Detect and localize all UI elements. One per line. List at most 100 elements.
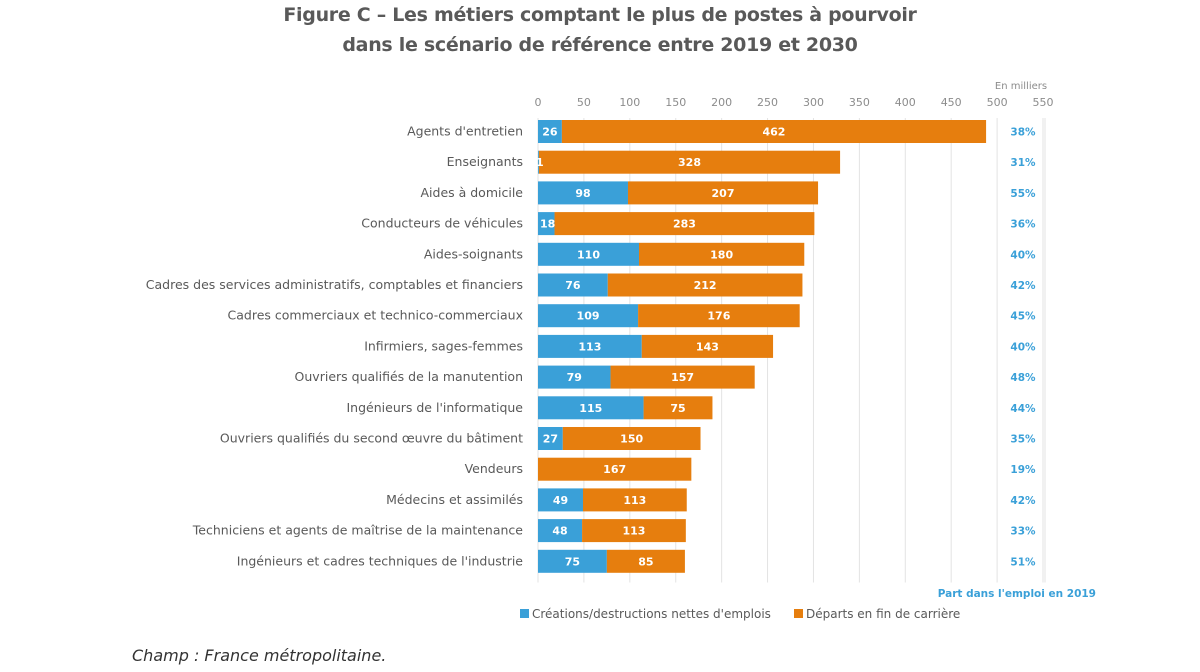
bar-net-creations [538, 549, 607, 573]
bar-label-net-creations: 109 [577, 310, 600, 323]
bar-label-net-creations: 113 [578, 340, 601, 353]
chart-title-line2: dans le scénario de référence entre 2019… [342, 34, 858, 56]
share-value: 51% [1010, 556, 1036, 568]
bar-label-retirements: 180 [710, 248, 733, 261]
bar-label-retirements: 75 [670, 402, 685, 415]
share-column-title: Part dans l'emploi en 2019 [938, 588, 1096, 600]
share-value: 42% [1010, 280, 1036, 292]
bar-label-retirements: 113 [623, 494, 646, 507]
share-value: 45% [1010, 311, 1036, 323]
bar-label-retirements: 328 [678, 156, 701, 169]
chart-title-line1: Figure C – Les métiers comptant le plus … [283, 4, 917, 26]
bar-net-creations [538, 273, 608, 297]
bar-retirements [582, 519, 686, 543]
x-tick-label: 350 [849, 96, 870, 109]
bar-retirements [606, 549, 685, 573]
bar-net-creations [538, 334, 642, 358]
bar-net-creations [538, 488, 583, 512]
bar-net-creations [538, 181, 628, 205]
bar-retirements [643, 396, 713, 420]
bar-net-creations [538, 150, 539, 174]
bar-label-retirements: 85 [638, 555, 653, 568]
category-label: Agents d'entretien [407, 124, 523, 139]
share-value: 55% [1010, 188, 1036, 200]
bar-retirements [562, 427, 701, 450]
bar-retirements [554, 212, 815, 236]
bar-label-retirements: 283 [673, 218, 696, 231]
bar-label-retirements: 176 [707, 310, 730, 323]
bar-label-net-creations: 115 [579, 402, 602, 415]
share-value: 48% [1010, 372, 1036, 384]
bar-net-creations [538, 242, 640, 266]
bar-label-net-creations: 48 [552, 525, 567, 538]
x-tick-label: 150 [665, 96, 686, 109]
legend-label-retirements: Départs en fin de carrière [806, 607, 960, 621]
bar-label-retirements: 212 [694, 279, 717, 292]
share-value: 31% [1010, 157, 1036, 169]
bar-retirements [638, 304, 800, 328]
bar-retirements [641, 334, 774, 358]
bar-retirements [561, 120, 987, 143]
bar-label-retirements: 157 [671, 371, 694, 384]
bar-retirements [639, 242, 805, 266]
category-label: Conducteurs de véhicules [361, 216, 523, 231]
share-value: 40% [1010, 249, 1036, 261]
bar-label-net-creations: 76 [565, 279, 581, 292]
category-label: Ingénieurs de l'informatique [347, 400, 524, 415]
legend-label-net-creations: Créations/destructions nettes d'emplois [532, 607, 771, 621]
bar-retirements [538, 457, 692, 481]
category-label: Cadres des services administratifs, comp… [146, 277, 523, 292]
share-value: 42% [1010, 495, 1036, 507]
category-label: Aides-soignants [424, 246, 523, 261]
category-label: Médecins et assimilés [386, 492, 523, 507]
bar-label-net-creations: 49 [553, 494, 568, 507]
bar-net-creations [538, 304, 639, 328]
category-label: Cadres commerciaux et technico-commercia… [228, 308, 523, 323]
bar-retirements [538, 150, 841, 174]
x-tick-label: 300 [803, 96, 824, 109]
bar-label-net-creations: 79 [567, 371, 582, 384]
category-label: Ouvriers qualifiés du second œuvre du bâ… [220, 431, 523, 446]
share-value: 40% [1010, 341, 1036, 353]
x-tick-label: 250 [757, 96, 778, 109]
share-value: 35% [1010, 434, 1036, 446]
x-tick-label: 450 [941, 96, 962, 109]
footnote: Champ : France métropolitaine. [132, 646, 387, 665]
category-label: Aides à domicile [420, 185, 523, 200]
bar-retirements [607, 273, 803, 297]
bar-net-creations [538, 519, 583, 543]
bar-retirements [582, 488, 687, 512]
share-value: 38% [1010, 127, 1036, 139]
unit-label: En milliers [995, 81, 1047, 92]
legend-swatch-retirements [794, 609, 803, 618]
bar-net-creations [538, 212, 555, 236]
bar-label-net-creations: 18 [540, 218, 555, 231]
share-value: 19% [1010, 464, 1036, 476]
bar-retirements [610, 365, 755, 389]
bar-label-retirements: 150 [620, 433, 643, 446]
bar-label-net-creations: 1 [536, 156, 544, 169]
bar-label-retirements: 143 [696, 340, 719, 353]
x-tick-label: 400 [895, 96, 916, 109]
bar-net-creations [538, 365, 611, 389]
x-tick-label: 100 [619, 96, 640, 109]
category-label: Ouvriers qualifiés de la manutention [295, 369, 523, 384]
category-label: Infirmiers, sages-femmes [364, 338, 523, 353]
bar-label-net-creations: 98 [575, 187, 590, 200]
bar-label-retirements: 462 [762, 126, 785, 139]
bar-net-creations [538, 120, 562, 143]
bar-label-retirements: 207 [712, 187, 735, 200]
bar-label-net-creations: 27 [543, 433, 558, 446]
share-value: 44% [1010, 403, 1036, 415]
legend-swatch-net-creations [520, 609, 529, 618]
x-tick-label: 0 [535, 96, 542, 109]
category-label: Vendeurs [465, 461, 523, 476]
share-value: 33% [1010, 526, 1036, 538]
bar-net-creations [538, 427, 563, 450]
bar-label-net-creations: 26 [542, 126, 558, 139]
bar-label-retirements: 167 [603, 463, 626, 476]
x-tick-label: 50 [577, 96, 591, 109]
share-value: 36% [1010, 219, 1036, 231]
bar-retirements [627, 181, 819, 205]
